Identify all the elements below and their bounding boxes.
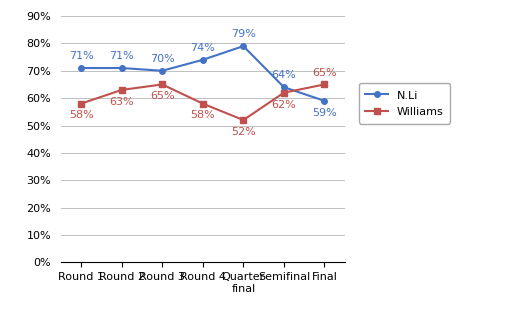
Williams: [78, 102, 84, 106]
Williams: [159, 83, 165, 86]
Text: 71%: 71%: [69, 51, 93, 61]
Text: 58%: 58%: [69, 110, 93, 120]
Text: 65%: 65%: [312, 68, 337, 78]
Williams: [240, 118, 246, 122]
Williams: [200, 102, 206, 106]
Williams: [321, 83, 328, 86]
Text: 74%: 74%: [190, 43, 215, 53]
N.Li: [200, 58, 206, 62]
Text: 64%: 64%: [272, 70, 296, 80]
Text: 70%: 70%: [150, 54, 174, 64]
Text: 59%: 59%: [312, 108, 337, 118]
Legend: N.Li, Williams: N.Li, Williams: [359, 83, 450, 124]
N.Li: [281, 85, 287, 89]
N.Li: [78, 66, 84, 70]
Williams: [281, 91, 287, 95]
Text: 65%: 65%: [150, 91, 174, 101]
N.Li: [159, 69, 165, 73]
Text: 71%: 71%: [110, 51, 134, 61]
Text: 58%: 58%: [191, 110, 215, 120]
Text: 52%: 52%: [231, 127, 256, 137]
N.Li: [119, 66, 125, 70]
Text: 79%: 79%: [231, 29, 256, 39]
Text: 62%: 62%: [272, 100, 296, 109]
Line: Williams: Williams: [79, 82, 327, 123]
Williams: [119, 88, 125, 92]
N.Li: [240, 44, 246, 48]
Line: N.Li: N.Li: [79, 43, 327, 104]
N.Li: [321, 99, 328, 103]
Text: 63%: 63%: [110, 97, 134, 107]
